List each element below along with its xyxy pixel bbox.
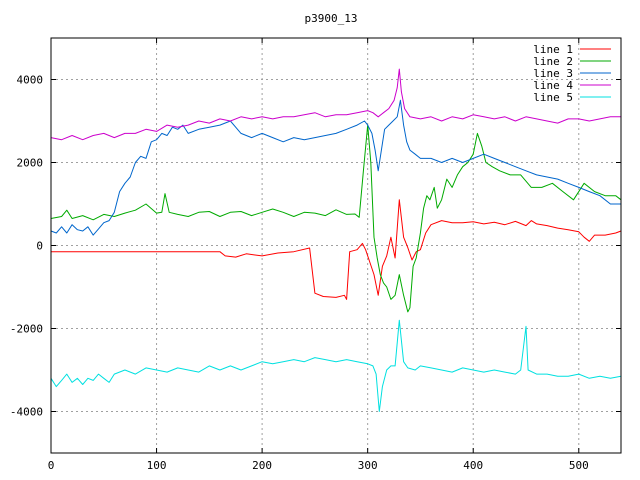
x-tick-label: 400 — [463, 459, 483, 472]
legend-label: line 4 — [533, 79, 573, 92]
y-tick-label: 2000 — [17, 157, 44, 170]
grid — [51, 38, 621, 453]
y-tick-label: -2000 — [10, 323, 43, 336]
axis-ticks: 0 100 200 300 400 500 -4000 -2000 0 2000 4000 — [10, 38, 621, 472]
x-tick-label: 300 — [358, 459, 378, 472]
y-tick-label: 0 — [36, 240, 43, 253]
x-tick-label: 0 — [48, 459, 55, 472]
series-line-2 — [50, 124, 622, 313]
series-layer — [50, 68, 622, 412]
y-tick-label: 4000 — [17, 74, 44, 87]
series-line-4 — [50, 68, 621, 141]
series-line-5 — [50, 319, 622, 412]
legend-label: line 3 — [533, 67, 573, 80]
series-line-1 — [51, 199, 622, 300]
legend-label: line 2 — [533, 55, 573, 68]
y-tick-label: -4000 — [10, 406, 43, 419]
legend-label: line 5 — [533, 91, 573, 104]
x-tick-label: 100 — [147, 459, 167, 472]
x-tick-label: 500 — [569, 459, 589, 472]
chart-title: p3900_13 — [305, 12, 358, 25]
legend-label: line 1 — [533, 43, 573, 56]
x-tick-label: 200 — [252, 459, 272, 472]
series-line-3 — [50, 99, 621, 236]
